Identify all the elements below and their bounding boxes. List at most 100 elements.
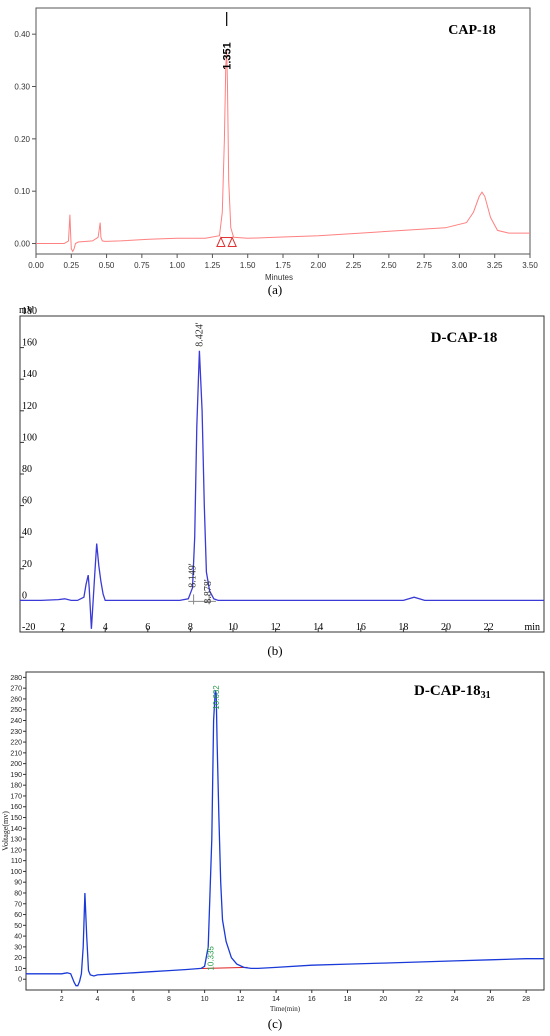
- y-tick-label: 30: [14, 944, 22, 951]
- peak-label: 8.424': [194, 322, 205, 347]
- y-tick-label: 0: [22, 590, 27, 601]
- chart-title-main: D-CAP-18: [414, 683, 481, 699]
- y-tick-label: 50: [14, 923, 22, 930]
- peak-label: 10.632: [212, 685, 221, 710]
- y-tick-label: 140: [10, 826, 22, 833]
- x-tick-label: 26: [487, 996, 495, 1003]
- chart-panel-a: 0.00 0.25 0.50 0.75 1.00 1.25 1.50 1.75 2.00 2.25…: [0, 0, 550, 302]
- chart-a-svg: 0.00 0.25 0.50 0.75 1.00 1.25 1.50 1.75 2.00 2.25…: [14, 7, 538, 282]
- x-tick-label: 14: [272, 996, 280, 1003]
- x-tick-label: 8: [167, 996, 171, 1003]
- chart-panel-b: mV -20 0 20 40 60 80 100 120 140 160 180 2 4 6 8 10 12 14 1…: [0, 302, 550, 660]
- x-axis-label: Minutes: [265, 273, 293, 282]
- x-tick-label: 10: [201, 996, 209, 1003]
- chart-title-subscript: 31: [481, 690, 491, 701]
- y-tick-label: 160: [10, 804, 22, 811]
- x-tick-label: 3.50: [522, 261, 538, 270]
- x-tick-label: 6: [145, 622, 150, 633]
- x-tick-label: 4: [95, 996, 99, 1003]
- x-tick-label: 24: [451, 996, 459, 1003]
- x-tick-label: 10: [228, 622, 238, 633]
- x-axis-label: Time(min): [270, 1005, 301, 1013]
- x-tick-label: 1.50: [240, 261, 256, 270]
- x-tick-label: 16: [308, 996, 316, 1003]
- plot-frame: [35, 7, 531, 255]
- chart-title: D-CAP-18: [431, 330, 498, 346]
- y-tick-label: 60: [14, 912, 22, 919]
- y-tick-label: 250: [10, 707, 22, 714]
- y-tick-label: 70: [14, 901, 22, 908]
- series-line: [36, 49, 530, 253]
- x-tick-label: 22: [484, 622, 494, 633]
- y-tick-label: -20: [22, 622, 35, 633]
- y-unit-label: mV: [19, 305, 35, 316]
- x-tick-label: 4: [103, 622, 108, 633]
- y-tick-label: 10: [14, 966, 22, 973]
- x-tick-label: 0.25: [63, 261, 79, 270]
- peak-marker: [227, 236, 237, 248]
- x-tick-label: 2: [60, 996, 64, 1003]
- y-tick-label: 120: [22, 401, 37, 412]
- x-unit-label: min: [524, 622, 540, 633]
- peak-start-label: 10.335: [207, 946, 216, 971]
- y-tick-label: 150: [10, 815, 22, 822]
- x-tick-label: 3.00: [452, 261, 468, 270]
- y-tick-label: 220: [10, 740, 22, 747]
- x-tick-label: 0.00: [28, 261, 44, 270]
- chart-a-caption: (a): [267, 282, 283, 297]
- peak-label: 1.351: [222, 42, 234, 70]
- y-tick-label: 240: [10, 718, 22, 725]
- x-tick-label: 6: [131, 996, 135, 1003]
- y-tick-label: 130: [10, 837, 22, 844]
- chart-b-caption: (b): [267, 643, 283, 658]
- y-tick-label: 200: [10, 761, 22, 768]
- y-tick-label: 0: [18, 977, 22, 984]
- x-tick-label: 2.50: [381, 261, 397, 270]
- integration-baseline: [201, 966, 248, 969]
- y-tick-label: 110: [11, 858, 22, 865]
- chart-panel-c: 0 10 20 30 40 50 60 70 80 90 100 110 120 130 140 150 160…: [0, 660, 550, 1036]
- plot-frame: [25, 671, 545, 991]
- y-tick-label: 280: [10, 675, 22, 682]
- x-tick-label: 0.75: [134, 261, 150, 270]
- y-tick-label: 80: [14, 890, 22, 897]
- x-tick-label: 2.75: [416, 261, 432, 270]
- y-axis-label: Voltage(mv): [1, 811, 10, 851]
- x-tick-label: 1.75: [275, 261, 291, 270]
- x-tick-label: 8: [188, 622, 193, 633]
- x-tick-label: 14: [313, 622, 323, 633]
- x-tick-label: 20: [441, 622, 451, 633]
- peak-end-label: 8.878': [203, 579, 214, 604]
- plot-frame: [19, 315, 545, 633]
- y-tick-label: 160: [22, 338, 37, 349]
- y-tick-label: 20: [14, 955, 22, 962]
- y-tick-label: 180: [22, 306, 37, 317]
- y-tick-label: 100: [22, 432, 37, 443]
- y-tick-label: 40: [14, 934, 22, 941]
- y-tick-label: 140: [22, 369, 37, 380]
- y-tick-label: 120: [10, 847, 22, 854]
- x-tick-label: 20: [379, 996, 387, 1003]
- peak-marker: [216, 236, 226, 248]
- x-tick-label: 2.00: [310, 261, 326, 270]
- y-tick-label: 90: [14, 880, 22, 887]
- y-tick-label: 180: [10, 783, 22, 790]
- x-tick-label: 1.25: [205, 261, 221, 270]
- y-tick-label: 0.10: [14, 187, 30, 196]
- peak-start-label: 8.149': [188, 563, 199, 588]
- x-tick-label: 3.25: [487, 261, 503, 270]
- y-tick-label: 210: [10, 750, 22, 757]
- x-tick-label: 18: [344, 996, 352, 1003]
- x-tick-label: 2.25: [346, 261, 362, 270]
- series-line: [26, 690, 544, 987]
- x-tick-label: 12: [236, 996, 244, 1003]
- x-tick-label: 18: [398, 622, 408, 633]
- y-tick-label: 60: [22, 496, 32, 507]
- y-tick-label: 100: [10, 869, 22, 876]
- series-line: [20, 350, 544, 629]
- chart-b-svg: mV -20 0 20 40 60 80 100 120 140 160 180 2 4 6 8 10 12 14 1…: [19, 305, 545, 633]
- x-tick-label: 2: [60, 622, 65, 633]
- y-tick-label: 0.20: [14, 135, 30, 144]
- y-tick-label: 260: [10, 696, 22, 703]
- y-tick-label: 270: [10, 686, 22, 693]
